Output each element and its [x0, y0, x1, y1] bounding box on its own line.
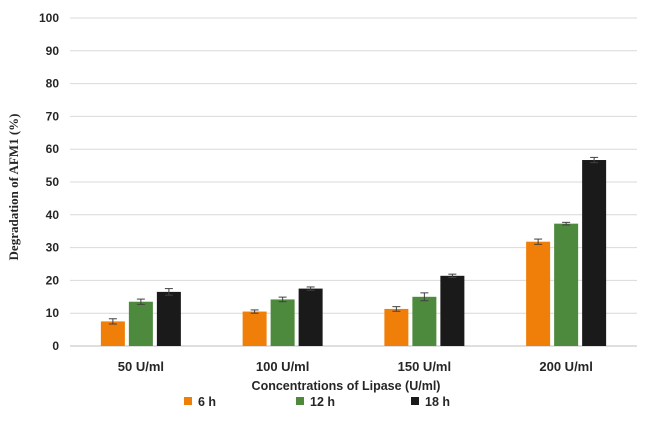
error-bar	[392, 306, 401, 312]
y-tick-label: 60	[46, 142, 60, 156]
bar-12h-4	[554, 223, 579, 346]
error-bar	[108, 318, 117, 325]
x-tick-label: 200 U/ml	[539, 359, 592, 374]
error-bar	[164, 288, 173, 296]
y-tick-label: 20	[46, 273, 60, 287]
error-bar	[136, 298, 145, 305]
bars	[100, 160, 607, 346]
x-tick-label: 50 U/ml	[118, 359, 164, 374]
error-bar	[420, 292, 429, 302]
error-bar	[448, 273, 457, 278]
y-tick-label: 40	[46, 208, 60, 222]
error-bar	[590, 156, 599, 164]
legend-item: 18 h	[411, 395, 450, 409]
legend-label: 18 h	[425, 395, 450, 409]
x-tick-label: 100 U/ml	[256, 359, 309, 374]
error-bar	[562, 221, 571, 226]
bar-6h-3	[384, 308, 409, 346]
legend-label: 6 h	[198, 395, 216, 409]
x-tick-label: 150 U/ml	[398, 359, 451, 374]
bar-12h-3	[412, 296, 437, 346]
y-tick-label: 80	[46, 77, 60, 91]
error-bar	[278, 296, 287, 303]
y-tick-label: 10	[46, 306, 60, 320]
error-bar	[250, 309, 259, 314]
legend-swatch	[296, 397, 304, 405]
y-tick-label: 100	[39, 11, 59, 25]
x-axis-title: Concentrations of Lipase (U/ml)	[252, 379, 441, 393]
error-bar	[306, 286, 315, 291]
error-bar	[534, 238, 543, 245]
bar-18h-4	[582, 160, 607, 346]
bar-6h-4	[526, 241, 551, 346]
legend-item: 12 h	[296, 395, 335, 409]
bar-12h-1	[128, 301, 153, 346]
legend-swatch	[411, 397, 419, 405]
legend-item: 6 h	[184, 395, 216, 409]
bar-6h-2	[242, 311, 267, 346]
y-tick-label: 70	[46, 109, 60, 123]
legend: 6 h 12 h 18 h	[184, 395, 450, 409]
y-tick-label: 50	[46, 175, 60, 189]
gridlines	[70, 17, 637, 347]
bar-18h-3	[440, 275, 465, 346]
y-tick-label: 0	[52, 339, 59, 353]
bar-12h-2	[270, 299, 295, 346]
legend-label: 12 h	[310, 395, 335, 409]
legend-swatch	[184, 397, 192, 405]
y-tick-labels: 0 10 20 30 40 50 60 70 80 90 100	[39, 11, 59, 353]
error-bars	[108, 156, 599, 325]
y-tick-label: 30	[46, 241, 60, 255]
bar-6h-1	[100, 321, 125, 346]
y-axis-title: Degradation of AFM1 (%)	[6, 114, 21, 261]
bar-18h-2	[298, 288, 323, 346]
x-tick-labels: 50 U/ml 100 U/ml 150 U/ml 200 U/ml	[118, 359, 593, 374]
y-tick-label: 90	[46, 44, 60, 58]
bar-18h-1	[156, 291, 181, 346]
